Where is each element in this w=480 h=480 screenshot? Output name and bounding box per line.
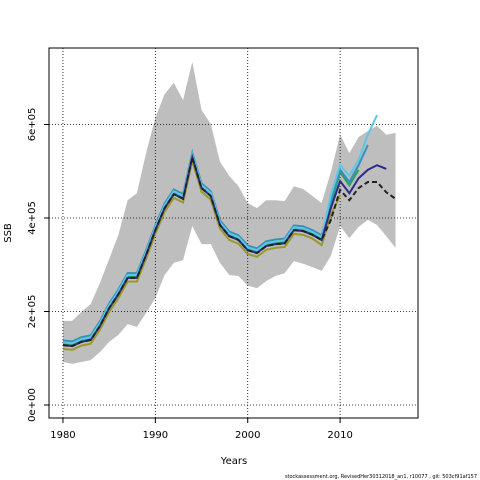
- footnote: stockassessment.org, RevisedHer30312018_…: [285, 474, 477, 480]
- series-line: [62, 153, 397, 348]
- y-tick-label: 6e+05: [27, 108, 38, 142]
- confidence-band: [62, 61, 396, 364]
- plot-frame: [48, 47, 419, 419]
- x-tick-label: 2010: [327, 430, 352, 441]
- series-line: [62, 156, 342, 351]
- y-tick-label: 2e+05: [27, 295, 38, 329]
- y-tick-label: 0e+00: [27, 388, 38, 422]
- x-tick-label: 1980: [50, 430, 75, 441]
- y-axis-label: SSB: [3, 223, 14, 243]
- x-tick-label: 1990: [143, 430, 168, 441]
- x-tick-label: 2000: [235, 430, 260, 441]
- x-axis-label: Years: [220, 456, 247, 467]
- y-tick-label: 4e+05: [27, 201, 38, 235]
